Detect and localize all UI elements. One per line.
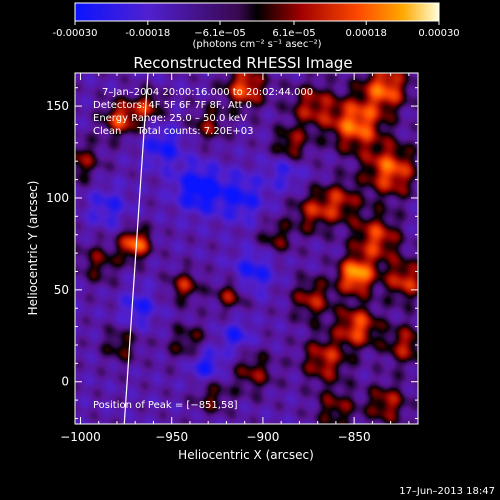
x-tick-label: −950 bbox=[155, 430, 188, 444]
info-annotations: 7–Jan–2004 20:00:16.000 to 20:02:44.000 … bbox=[93, 87, 313, 411]
method-counts-text: Clean Total counts: 7.20E+03 bbox=[93, 126, 253, 137]
y-axis-ticks: 0 50 100 150 bbox=[46, 87, 418, 419]
colorbar: -0.00030 -0.00018 −6.1e−05 6.1e−05 0.00018 0.… bbox=[53, 2, 460, 50]
colorbar-tick-label: 6.1e−05 bbox=[272, 28, 315, 39]
solar-limb-line bbox=[123, 72, 149, 425]
x-tick-label: −900 bbox=[246, 430, 279, 444]
plot-frame bbox=[74, 72, 419, 425]
heatmap-area: −1000 −950 −900 −850 0 50 100 150 bbox=[46, 72, 419, 444]
colorbar-strip bbox=[74, 2, 440, 22]
y-tick-label: 50 bbox=[54, 283, 69, 297]
chart-title: Reconstructed RHESSI Image bbox=[133, 54, 352, 72]
time-range-text: 7–Jan–2004 20:00:16.000 to 20:02:44.000 bbox=[102, 87, 313, 98]
y-tick-label: 150 bbox=[46, 99, 69, 113]
colorbar-units: (photons cm⁻² s⁻¹ asec⁻²) bbox=[192, 39, 321, 50]
y-tick-label: 0 bbox=[61, 375, 69, 389]
colorbar-tick-label: −6.1e−05 bbox=[194, 28, 246, 39]
colorbar-tick-label: 0.00018 bbox=[346, 28, 387, 39]
y-tick-label: 100 bbox=[46, 191, 69, 205]
y-axis-title: Heliocentric Y (arcsec) bbox=[26, 181, 40, 316]
x-axis-ticks: −1000 −950 −900 −850 bbox=[60, 73, 410, 444]
colorbar-tick-label: -0.00018 bbox=[125, 28, 170, 39]
footer-date: 17–Jun–2013 18:47 bbox=[399, 486, 495, 497]
heatmap-image bbox=[75, 73, 418, 424]
x-axis-title: Heliocentric X (arcsec) bbox=[178, 448, 314, 462]
peak-position-text: Position of Peak = [−851,58] bbox=[93, 400, 238, 411]
colorbar-tick-label: 0.00030 bbox=[418, 28, 459, 39]
x-tick-label: −850 bbox=[338, 430, 371, 444]
x-tick-label: −1000 bbox=[60, 430, 101, 444]
detectors-text: Detectors: 4F 5F 6F 7F 8F, Att 0 bbox=[93, 100, 252, 111]
colorbar-tick-label: -0.00030 bbox=[53, 28, 98, 39]
colorbar-ticks: -0.00030 -0.00018 −6.1e−05 6.1e−05 0.00018 0.… bbox=[53, 21, 460, 39]
energy-range-text: Energy Range: 25.0 – 50.0 keV bbox=[93, 113, 247, 124]
